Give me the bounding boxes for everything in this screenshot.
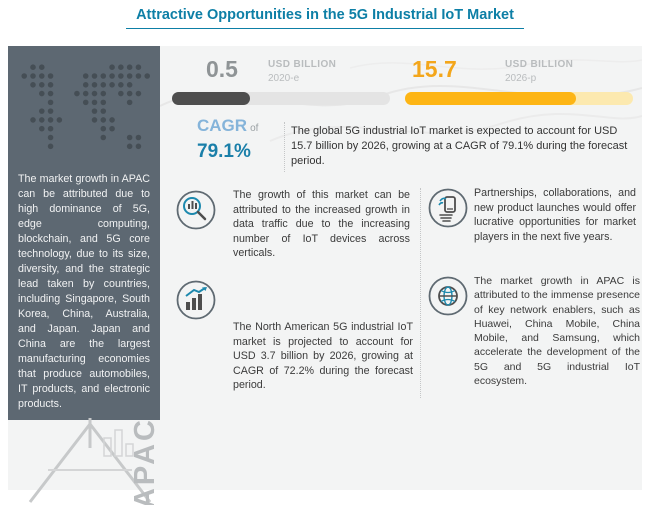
- year-label: 2020-e: [268, 72, 300, 84]
- world-map-icon: [21, 64, 150, 150]
- market-size-2026-value: 15.7: [412, 56, 457, 82]
- search-chart-icon: [176, 190, 216, 230]
- cagr-connector: of: [250, 123, 259, 134]
- market-size-2020-bar-fill: [172, 92, 251, 105]
- growth-chart-icon: [176, 280, 216, 320]
- page-title-text: Attractive Opportunities in the 5G Indus…: [126, 7, 524, 29]
- unit-label: USD BILLION: [268, 59, 337, 70]
- cagr-separator: [284, 122, 285, 172]
- market-size-2020-value: 0.5: [206, 56, 238, 82]
- globe-icon: [428, 276, 468, 316]
- market-summary-text: The global 5G industrial IoT market is e…: [291, 125, 628, 168]
- market-size-2026-unit: USD BILLION 2026-p: [505, 58, 573, 85]
- cagr-value: 79.1%: [197, 141, 251, 162]
- market-size-2020-bar: [172, 92, 390, 105]
- apac-panel-text: The market growth in APAC can be attribu…: [18, 173, 150, 410]
- cagr-block: CAGR of 79.1%: [197, 116, 282, 163]
- insight-north-america: The North American 5G industrial IoT mar…: [233, 321, 413, 392]
- partnership-icon: [428, 188, 468, 228]
- insight-apac-enablers: The market growth in APAC is attributed …: [474, 275, 640, 387]
- apac-highlight-panel: The market growth in APAC can be attribu…: [8, 46, 160, 420]
- page-title: Attractive Opportunities in the 5G Indus…: [0, 6, 650, 29]
- insight-partnerships: Partnerships, collaborations, and new pr…: [474, 187, 636, 243]
- market-size-2026-bar: [405, 92, 633, 105]
- market-size-2026-bar-fill: [405, 92, 576, 105]
- market-size-2020-unit: USD BILLION 2020-e: [268, 58, 336, 85]
- column-separator: [420, 188, 421, 398]
- apac-watermark: APAC: [129, 416, 161, 505]
- cagr-label: CAGR: [197, 116, 248, 135]
- year-label: 2026-p: [505, 72, 537, 84]
- unit-label: USD BILLION: [505, 59, 574, 70]
- insight-data-traffic: The growth of this market can be attribu…: [233, 189, 410, 260]
